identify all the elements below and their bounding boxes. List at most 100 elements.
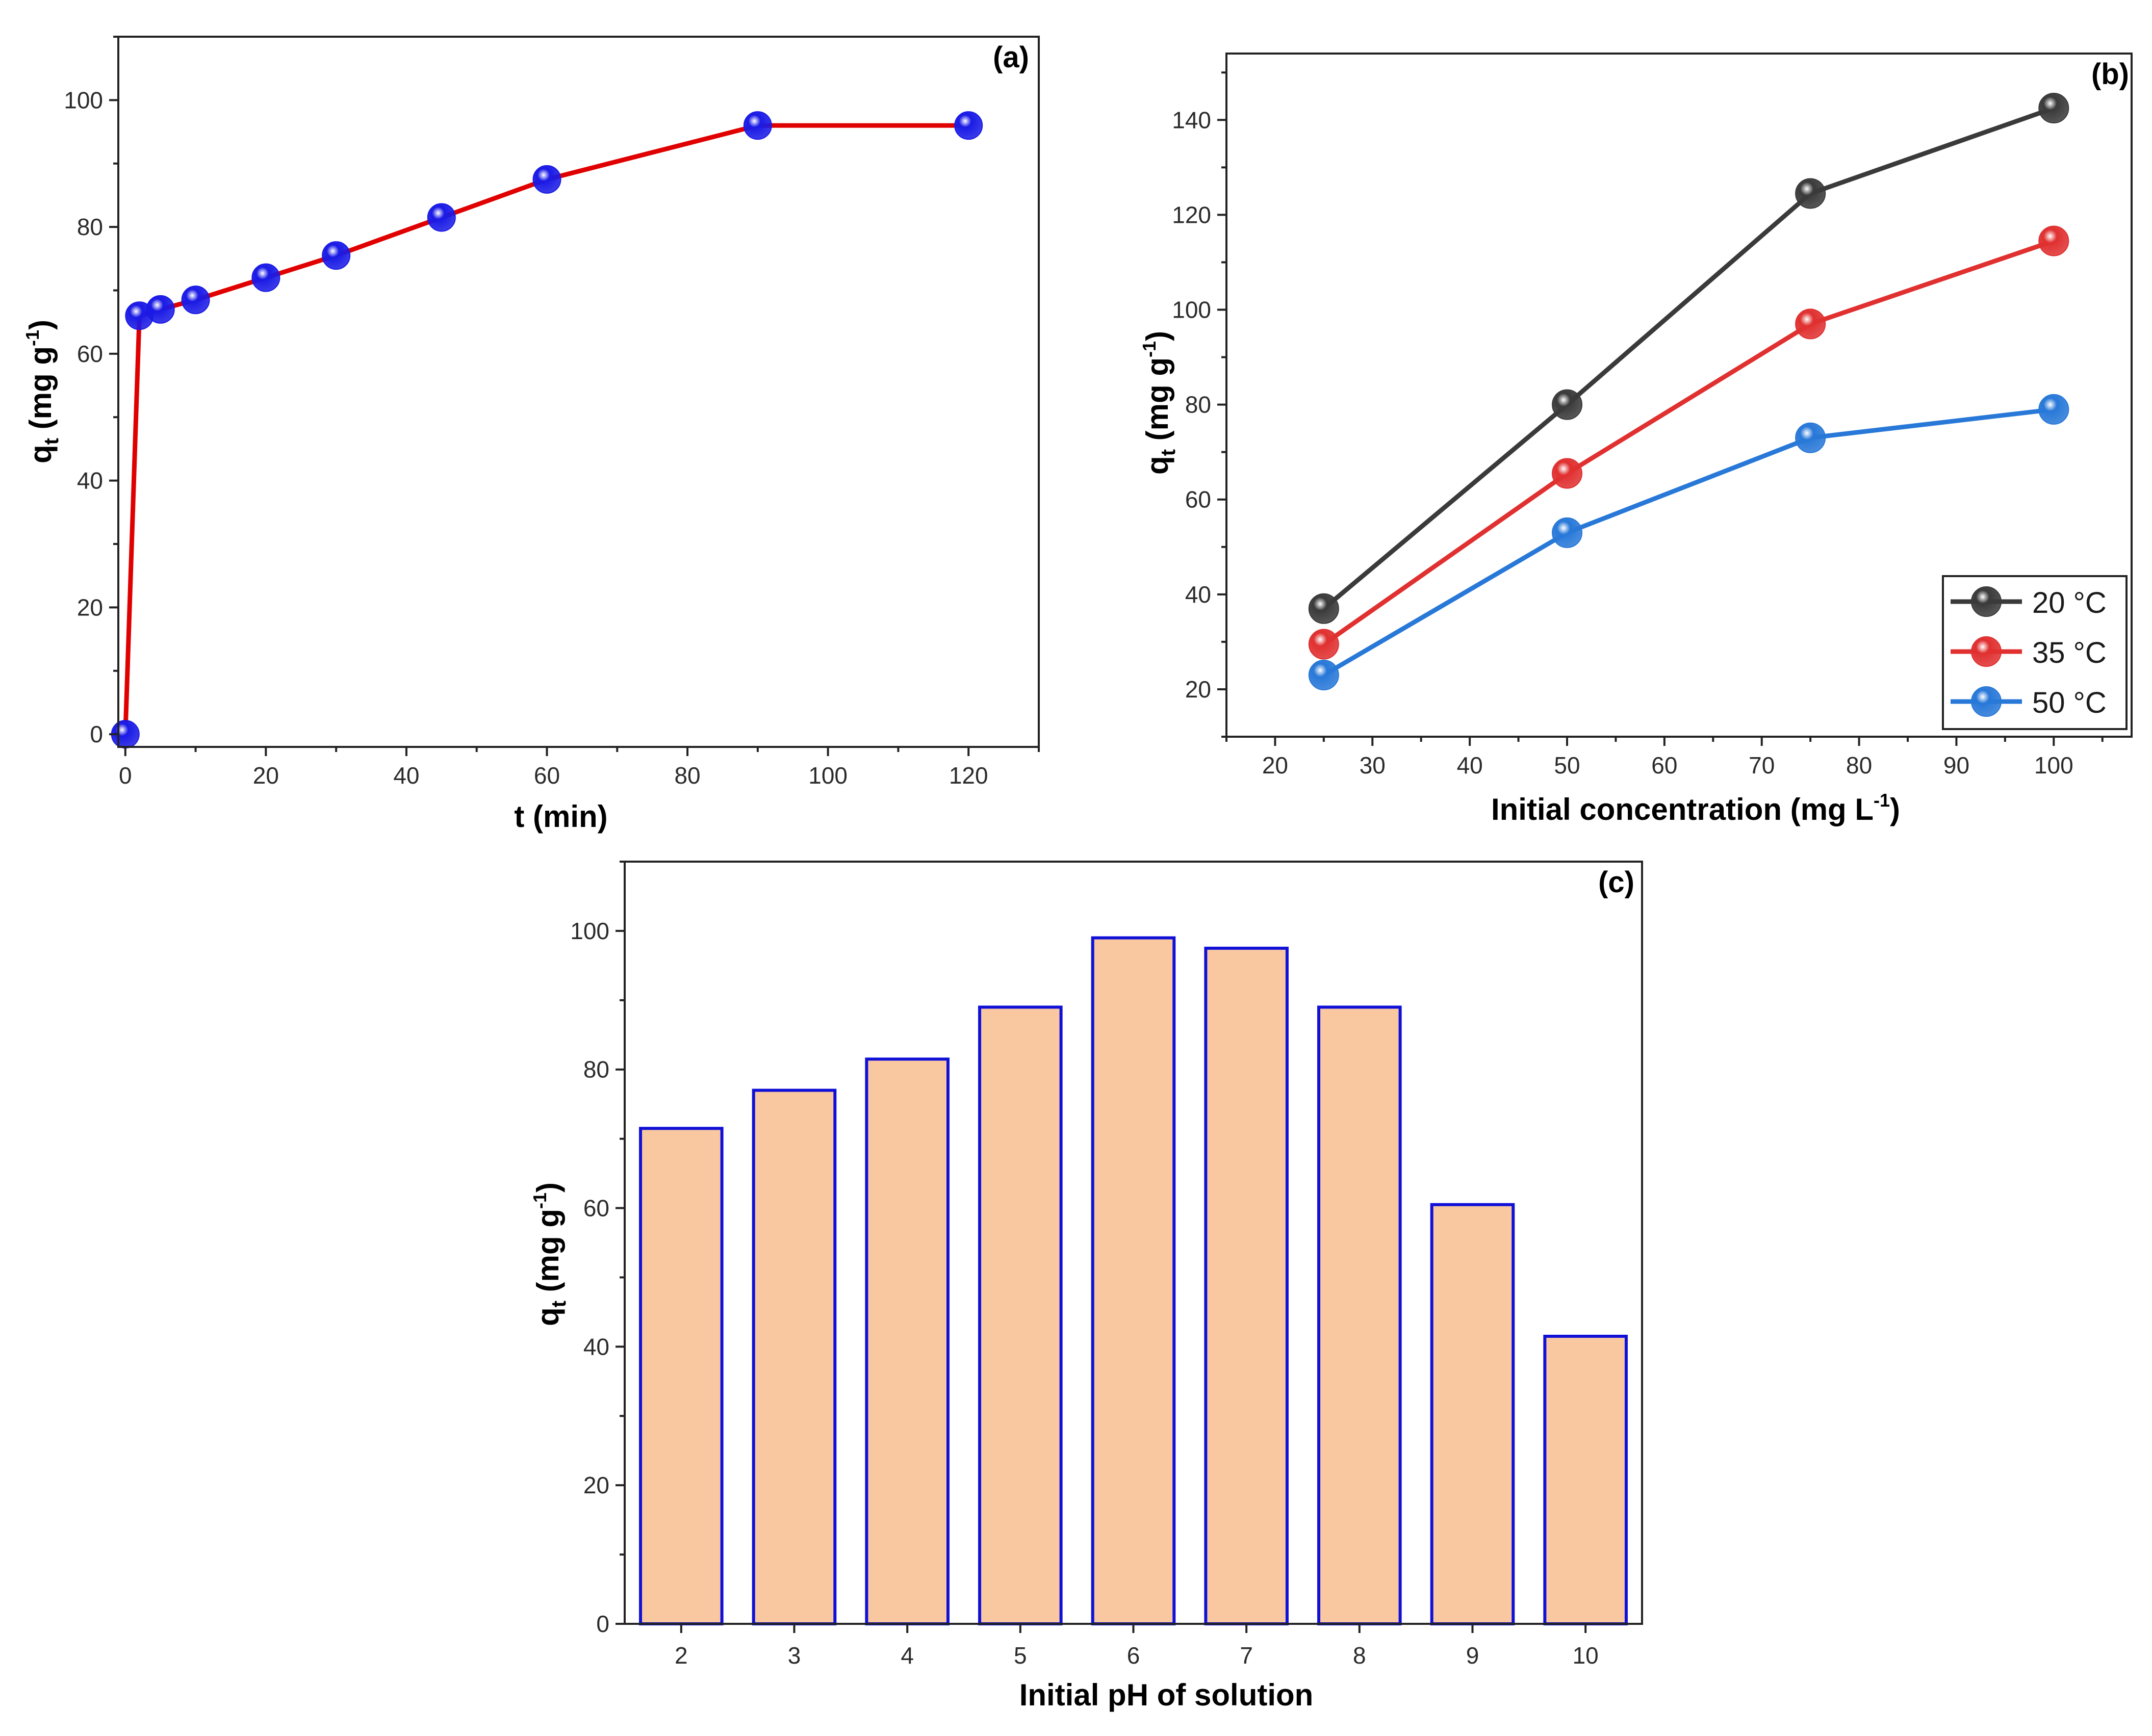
y-tick-label-b-80: 80: [1185, 392, 1211, 418]
panel-b-ylabel: qt (mg g-1): [1139, 331, 1180, 475]
panel-c-ylabel: qt (mg g-1): [529, 1182, 570, 1326]
data-point-b-0-2: [1795, 178, 1826, 209]
legend-label-1: 35 °C: [2032, 636, 2107, 669]
data-point-b-0-0: [1308, 593, 1339, 624]
x-tick-label-a-100: 100: [808, 762, 848, 789]
y-tick-label-a-80: 80: [77, 214, 103, 240]
panel-c-ylabel-close: ): [531, 1182, 565, 1193]
x-tick-label-b-90: 90: [1943, 752, 1969, 779]
x-tick-label-c-5: 5: [1014, 1642, 1027, 1669]
x-tick-label-c-9: 9: [1466, 1642, 1479, 1669]
y-tick-label-a-60: 60: [77, 341, 103, 367]
panel-c-label: (c): [1598, 866, 1634, 899]
data-point-a-0-7: [532, 165, 561, 194]
panel-a-ylabel: qt (mg g-1): [22, 320, 63, 463]
panel-b-ylabel-sup: -1: [1139, 341, 1160, 357]
panel-c-series-layer: [639, 936, 1628, 1625]
x-tick-label-b-80: 80: [1846, 752, 1872, 779]
bar-3: [752, 1089, 837, 1625]
data-point-b-1-0: [1308, 629, 1339, 660]
y-tick-label-b-100: 100: [1172, 297, 1211, 323]
data-point-b-2-1: [1552, 517, 1583, 548]
panel-b-xlabel: Initial concentration (mg L-1): [1491, 790, 1900, 826]
data-point-a-0-9: [954, 111, 983, 140]
data-point-b-1-2: [1795, 308, 1826, 340]
x-tick-label-a-0: 0: [119, 762, 132, 789]
bar-5: [978, 1005, 1063, 1625]
panel-a-frame: [117, 36, 1040, 748]
y-tick-label-c-20: 20: [583, 1472, 609, 1498]
bar-8: [1317, 1005, 1402, 1625]
x-tick-label-a-80: 80: [674, 762, 700, 789]
legend-label-0: 20 °C: [2032, 586, 2107, 619]
y-tick-label-c-60: 60: [583, 1195, 609, 1222]
y-tick-label-c-40: 40: [583, 1333, 609, 1360]
x-tick-label-c-10: 10: [1573, 1642, 1599, 1669]
panel-a-axes: 0 20 40 60 80 100 120 0 20 40 60 80 100: [64, 36, 1040, 789]
series-line-b-1: [1322, 239, 2055, 646]
y-tick-label-b-140: 140: [1172, 107, 1211, 133]
x-tick-label-a-20: 20: [253, 762, 279, 789]
y-tick-label-a-100: 100: [64, 87, 103, 113]
x-tick-label-a-40: 40: [393, 762, 419, 789]
y-tick-label-c-80: 80: [583, 1056, 609, 1083]
bar-2: [639, 1127, 724, 1625]
data-point-b-1-3: [2038, 225, 2069, 256]
bar-4: [865, 1057, 950, 1625]
panel-b-xlabel-main: Initial concentration (mg L: [1491, 792, 1874, 826]
x-tick-label-b-100: 100: [2034, 752, 2073, 779]
x-tick-label-c-3: 3: [788, 1642, 801, 1669]
data-point-b-2-3: [2038, 394, 2069, 425]
data-point-a-0-3: [181, 286, 210, 315]
data-point-b-1-1: [1552, 458, 1583, 489]
legend-marker-1: [1971, 636, 2002, 667]
x-tick-label-b-30: 30: [1360, 752, 1386, 779]
y-tick-label-b-40: 40: [1185, 581, 1211, 608]
x-tick-label-b-40: 40: [1457, 752, 1483, 779]
panel-b-ylabel-q: q: [1140, 456, 1174, 475]
data-point-b-2-0: [1308, 660, 1339, 691]
y-tick-label-c-100: 100: [570, 918, 609, 944]
series-line-b-2: [1322, 407, 2054, 677]
data-point-a-0-2: [146, 295, 175, 324]
x-tick-label-b-70: 70: [1749, 752, 1775, 779]
panel-b-axes: 20 30 40 50 60 70 80 90 100 20 40 60 80 100 120 140: [1172, 71, 2104, 779]
panel-a-ylabel-sub: t: [40, 438, 63, 445]
panel-b-legend: 20 °C 35 °C 50 °C: [1942, 575, 2128, 730]
panel-a-xlabel: t (min): [514, 799, 607, 834]
x-tick-label-c-7: 7: [1240, 1642, 1253, 1669]
y-tick-label-b-60: 60: [1185, 486, 1211, 513]
data-point-a-0-8: [743, 111, 772, 140]
panel-b-label: (b): [2091, 58, 2129, 91]
data-point-b-2-2: [1795, 422, 1826, 453]
panel-c-ylabel-sup: -1: [529, 1193, 550, 1209]
panel-b-series-layer: [1308, 93, 2069, 691]
x-tick-label-b-20: 20: [1262, 752, 1288, 779]
x-tick-label-b-50: 50: [1554, 752, 1580, 779]
panel-b-ylabel-close: ): [1140, 331, 1174, 341]
legend-marker-0: [1971, 586, 2002, 617]
panel-b: 20 30 40 50 60 70 80 90 100 20 40 60 80 100 120 140 (b)…: [1139, 53, 2133, 826]
series-line-b-0: [1322, 106, 2055, 611]
data-point-b-0-1: [1552, 389, 1583, 420]
y-tick-label-a-40: 40: [77, 468, 103, 494]
panel-b-xlabel-close: ): [1890, 792, 1900, 826]
bar-10: [1543, 1334, 1628, 1625]
panel-c-xlabel: Initial pH of solution: [1019, 1678, 1314, 1712]
x-tick-label-c-6: 6: [1127, 1642, 1140, 1669]
panel-c-ylabel-q: q: [531, 1307, 565, 1326]
data-point-b-0-3: [2038, 93, 2069, 124]
y-tick-label-a-0: 0: [90, 721, 103, 747]
data-point-a-0-6: [427, 203, 456, 232]
panel-b-frame: [1225, 53, 2133, 738]
x-tick-label-a-120: 120: [949, 762, 988, 789]
x-tick-label-b-60: 60: [1651, 752, 1677, 779]
y-tick-label-b-120: 120: [1172, 201, 1211, 228]
bar-9: [1430, 1203, 1515, 1625]
data-point-a-0-5: [322, 241, 351, 270]
panel-a-ylabel-close: ): [23, 320, 58, 330]
panel-a-ylabel-q: q: [23, 445, 58, 463]
